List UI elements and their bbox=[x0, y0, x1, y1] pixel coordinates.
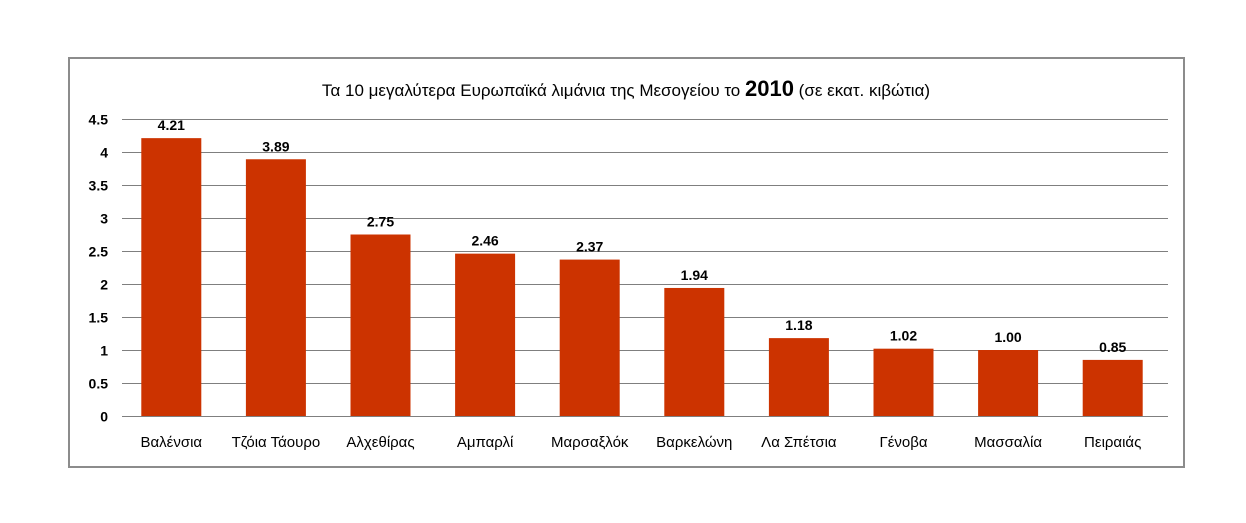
x-tick-label: Αμπαρλί bbox=[457, 434, 514, 451]
x-tick-label: Γένοβα bbox=[879, 434, 927, 451]
x-tick-label: Βαρκελώνη bbox=[656, 434, 732, 451]
chart-title-year: 2010 bbox=[745, 76, 794, 101]
x-tick-label: Μασσαλία bbox=[974, 434, 1042, 451]
bar bbox=[559, 259, 620, 416]
chart-title: Τα 10 μεγαλύτερα Ευρωπαϊκά λιμάνια της Μ… bbox=[322, 76, 930, 101]
bar bbox=[664, 287, 725, 416]
bar-chart: Τα 10 μεγαλύτερα Ευρωπαϊκά λιμάνια της Μ… bbox=[89, 76, 1168, 451]
bar bbox=[350, 234, 411, 416]
x-tick-label: Μαρσαξλόκ bbox=[551, 434, 629, 451]
data-label: 0.85 bbox=[1099, 339, 1126, 355]
bar bbox=[873, 348, 934, 416]
data-label: 1.00 bbox=[994, 329, 1021, 345]
x-tick-label: Λα Σπέτσια bbox=[761, 434, 837, 451]
y-tick-label: 4 bbox=[100, 145, 108, 161]
y-tick-label: 1 bbox=[100, 343, 108, 359]
data-label: 3.89 bbox=[262, 138, 289, 154]
x-tick-label: Τζόια Τάουρο bbox=[232, 434, 321, 451]
data-label: 1.18 bbox=[785, 317, 812, 333]
x-tick-label: Πειραιάς bbox=[1084, 434, 1141, 451]
data-label: 2.46 bbox=[471, 233, 498, 249]
bars bbox=[141, 138, 1143, 416]
y-tick-label: 4.5 bbox=[89, 112, 109, 128]
bar bbox=[455, 253, 516, 416]
chart-frame: Τα 10 μεγαλύτερα Ευρωπαϊκά λιμάνια της Μ… bbox=[68, 57, 1185, 468]
x-axis-ticks: Βαλένσια Τζόια Τάουρο Αλχεθίρας Αμπαρλί Μαρσ… bbox=[140, 434, 1141, 451]
y-tick-label: 3 bbox=[100, 211, 108, 227]
y-tick-label: 2.5 bbox=[89, 244, 109, 260]
bar bbox=[978, 350, 1039, 416]
data-labels: 4.21 3.89 2.75 2.46 2.37 1.94 1.18 1.02 1.00 0.85 bbox=[158, 117, 1127, 355]
x-tick-label: Βαλένσια bbox=[140, 434, 202, 451]
bar bbox=[768, 338, 829, 416]
y-tick-label: 3.5 bbox=[89, 178, 109, 194]
bar bbox=[1082, 359, 1143, 416]
data-label: 4.21 bbox=[158, 117, 185, 133]
bar bbox=[141, 138, 202, 416]
x-tick-label: Αλχεθίρας bbox=[346, 434, 414, 451]
data-label: 2.37 bbox=[576, 239, 603, 255]
y-axis-ticks: 0 0.5 1 1.5 2 2.5 3 3.5 4 4.5 bbox=[89, 112, 109, 425]
y-tick-label: 0 bbox=[100, 409, 108, 425]
data-label: 2.75 bbox=[367, 214, 394, 230]
chart-title-after: (σε εκατ. κιβώτια) bbox=[794, 81, 930, 100]
y-tick-label: 1.5 bbox=[89, 310, 109, 326]
bar bbox=[245, 159, 306, 416]
data-label: 1.94 bbox=[681, 267, 708, 283]
data-label: 1.02 bbox=[890, 328, 917, 344]
y-tick-label: 2 bbox=[100, 277, 108, 293]
y-tick-label: 0.5 bbox=[89, 376, 109, 392]
chart-title-before: Τα 10 μεγαλύτερα Ευρωπαϊκά λιμάνια της Μ… bbox=[322, 81, 745, 100]
